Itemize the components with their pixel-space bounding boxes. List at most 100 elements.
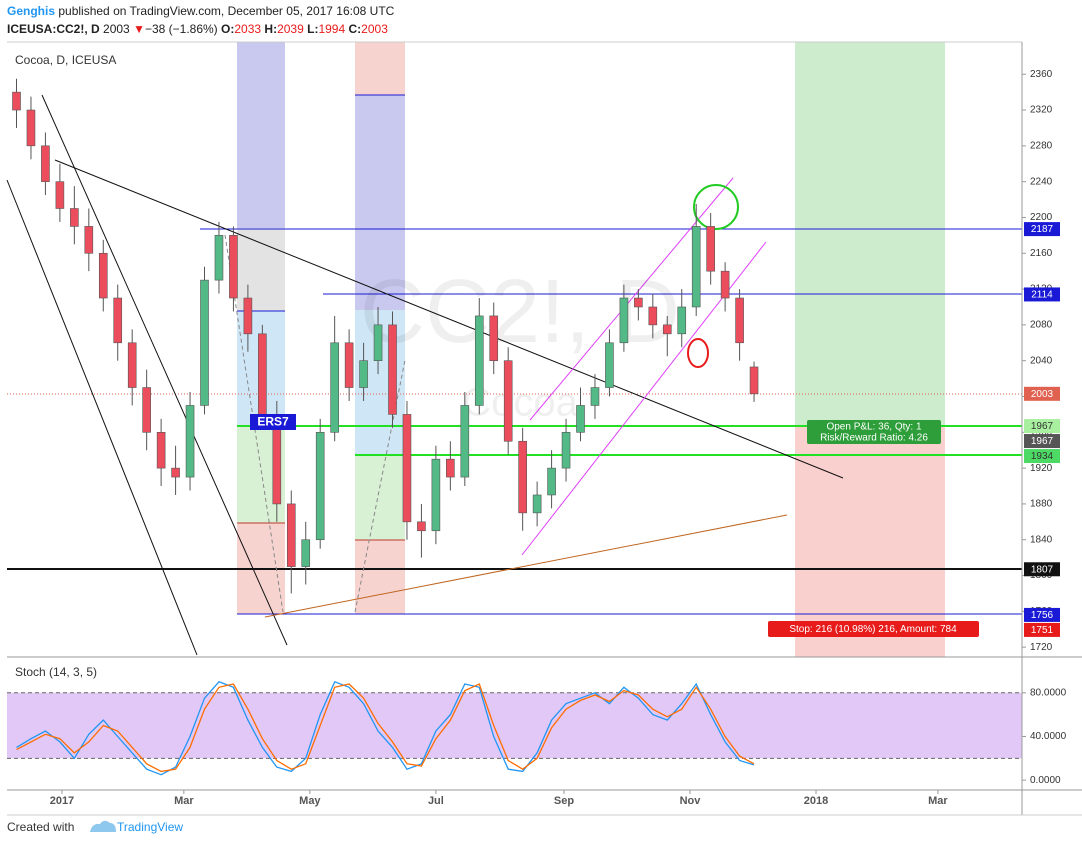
candle-body: [634, 297, 643, 308]
candle-body: [214, 235, 224, 281]
y-tick-label: 2200: [1030, 212, 1053, 223]
x-tick-label: 2018: [804, 795, 828, 807]
price-label: 2114: [1031, 290, 1053, 301]
ohlc-key: C:: [348, 22, 362, 36]
price-label: 1807: [1031, 564, 1054, 575]
highlight-circle: [687, 338, 709, 368]
price-label-box: [1024, 386, 1060, 401]
ohlc-value: 2033: [234, 22, 262, 36]
candle-body: [200, 279, 209, 406]
x-tick-label: 2017: [50, 795, 74, 807]
price-label-box: [1024, 607, 1060, 622]
candle-body: [55, 181, 65, 209]
candle-body: [706, 226, 715, 272]
candle-body: [518, 440, 527, 514]
candle-body: [561, 432, 571, 469]
logo: [90, 820, 116, 832]
y-tick-label: 2160: [1030, 248, 1053, 259]
price-label-box: [1024, 419, 1060, 434]
candle-body: [243, 297, 253, 335]
candle-body: [489, 315, 499, 361]
range-box: [355, 95, 405, 310]
candle-body: [12, 91, 21, 111]
header-line-1: Genghis published on TradingView.com, De…: [7, 4, 394, 18]
range-box: [237, 42, 285, 228]
published: published on TradingView.com, December 0…: [58, 4, 395, 18]
candle-body: [677, 306, 687, 335]
candle-body: [84, 226, 94, 254]
x-tick-label: Mar: [174, 795, 194, 807]
price-label-box: [1024, 449, 1060, 464]
candle-body: [156, 432, 166, 469]
footer-created: Created with: [7, 820, 74, 834]
y-tick-label: 0.0000: [1030, 775, 1061, 786]
candle-body: [402, 414, 412, 523]
candle-body: [619, 297, 629, 344]
y-tick-label: 2240: [1030, 176, 1053, 187]
ohlc-key: H:: [264, 22, 278, 36]
loss-zone: [795, 426, 945, 657]
price-label: 1751: [1031, 625, 1054, 636]
stoch-band: [7, 692, 1022, 759]
candle-body: [417, 521, 426, 532]
candle-body: [26, 109, 36, 147]
candle-body: [503, 360, 513, 442]
drawings: [6, 42, 1022, 657]
candle-body: [720, 270, 730, 299]
ohlc-value: 2039: [277, 22, 304, 36]
profit-zone: [795, 42, 945, 426]
y-tick-label: 80.0000: [1030, 687, 1067, 698]
candle-body: [648, 306, 658, 326]
candle-body: [373, 324, 383, 361]
trade-label-box: [250, 414, 296, 430]
trend-line: [41, 94, 288, 646]
ohlc-value: 2003: [361, 22, 388, 36]
x-tick-label: May: [299, 795, 321, 807]
channel-line: [529, 177, 734, 421]
footer-brand[interactable]: TradingView: [117, 820, 183, 834]
candle-body: [431, 458, 441, 532]
last-price: 2003: [103, 22, 130, 36]
candle-body: [662, 324, 672, 335]
candle-body: [171, 467, 180, 478]
trend-line: [54, 159, 844, 479]
x-tick-label: Nov: [680, 795, 702, 807]
x-tick-label: Jul: [428, 795, 444, 807]
range-box: [237, 228, 285, 311]
ohlc-key: L:: [307, 22, 319, 36]
x-tick-label: Sep: [554, 795, 574, 807]
candle-body: [185, 405, 195, 478]
candle-body: [286, 503, 296, 567]
stoch-title: Stoch (14, 3, 5): [15, 665, 97, 679]
candle-body: [70, 208, 79, 227]
candle-body: [127, 342, 137, 388]
highlight-circle: [693, 184, 739, 230]
price-label-box: [1024, 222, 1060, 237]
chart-title: Cocoa, D, ICEUSA: [15, 53, 116, 67]
author[interactable]: Genghis: [7, 4, 56, 18]
price-label: 2003: [1031, 389, 1054, 400]
y-tick-label: 2320: [1030, 105, 1053, 116]
pnl-text: Open P&L: 36, Qty: 1: [826, 422, 921, 433]
trade-label: ERS7: [257, 415, 289, 429]
candle-body: [605, 342, 614, 388]
y-tick-label: 2280: [1030, 140, 1053, 151]
candle-body: [142, 387, 151, 433]
candle-body: [98, 252, 108, 299]
header-line-2: ICEUSA:CC2!, D 2003 ▼−38 (−1.86%) O:2033…: [7, 22, 388, 36]
price-label-box: [1024, 434, 1060, 449]
candle-body: [590, 387, 600, 406]
candle-body: [749, 366, 759, 395]
candle-body: [388, 324, 397, 415]
candle-body: [474, 315, 484, 406]
candle-body: [691, 226, 701, 308]
marks: 1720176018001840188019201960200020402080…: [7, 69, 1067, 807]
arrow: ▼: [133, 22, 145, 36]
candle-body: [315, 432, 325, 541]
y-tick-label: 2080: [1030, 320, 1053, 331]
rr-text: Risk/Reward Ratio: 4.26: [820, 433, 928, 444]
candle-body: [301, 539, 311, 567]
watermark: CC2!, D: [360, 262, 680, 362]
